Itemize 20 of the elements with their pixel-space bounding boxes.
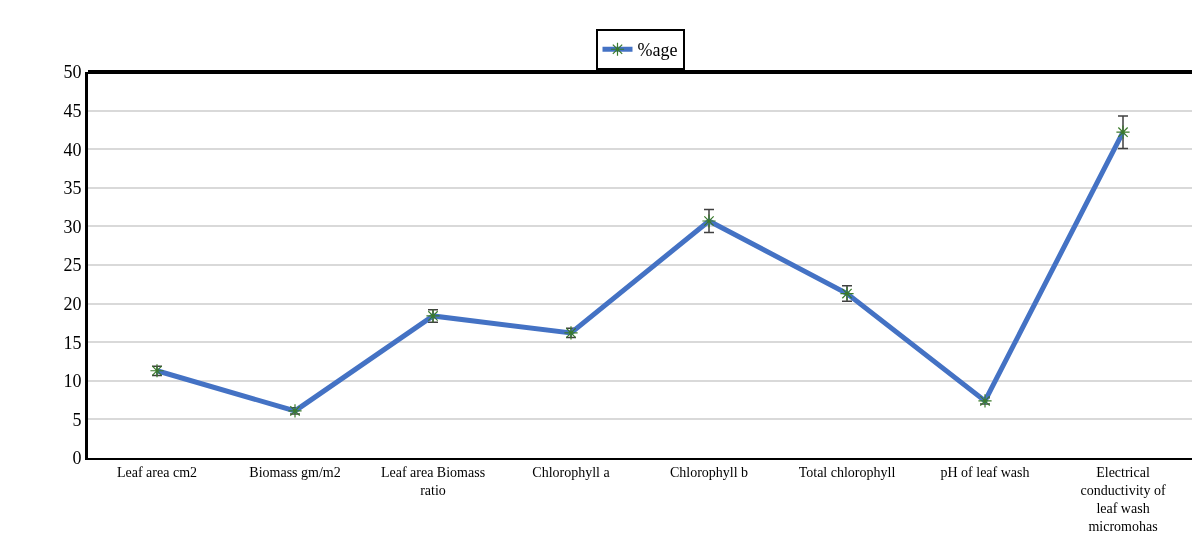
x-tick-label: Chlorophyll a	[532, 464, 611, 480]
y-tick-label: 20	[63, 293, 82, 314]
legend-label: %age	[637, 40, 678, 61]
x-tick-label: Total chlorophyll	[798, 464, 896, 480]
y-tick-label: 35	[63, 178, 82, 199]
x-tick-label: Leaf area Biomass ratio	[380, 464, 486, 498]
y-tick-label: 50	[63, 62, 82, 83]
x-tick-label: Chlorophyll b	[669, 464, 749, 480]
y-tick-label: 30	[63, 216, 82, 237]
x-tick-label: pH of leaf wash	[940, 464, 1030, 480]
y-tick-label: 5	[72, 409, 82, 430]
y-tick-label: 0	[72, 448, 82, 469]
y-tick-label: 40	[63, 139, 82, 160]
x-tick-label: Biomass gm/m2	[249, 464, 341, 480]
x-tick-label: Leaf area cm2	[116, 464, 198, 480]
y-tick-label: 15	[63, 332, 82, 353]
x-tick-label: Electrical conductivity of leaf wash micromohas	[1080, 464, 1166, 535]
y-tick-label: 10	[63, 371, 82, 392]
y-tick-label: 25	[63, 255, 82, 276]
y-tick-label: 45	[63, 100, 82, 121]
